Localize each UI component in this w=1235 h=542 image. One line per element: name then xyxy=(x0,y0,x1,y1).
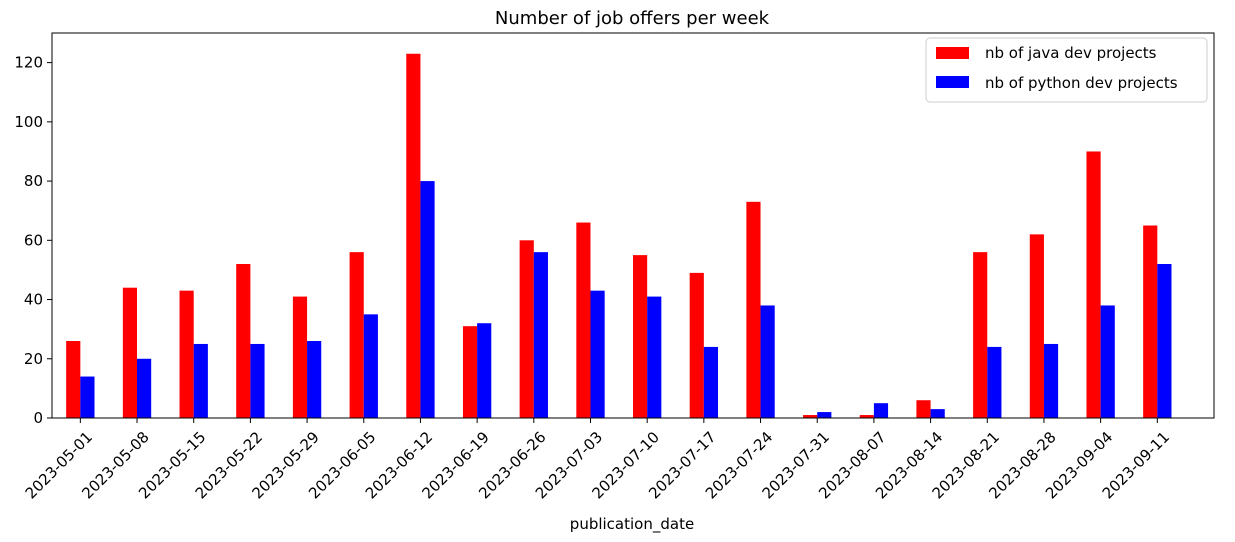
bar-java-2023-06-12 xyxy=(406,53,421,418)
bar-java-2023-08-21 xyxy=(973,252,988,418)
bar-java-2023-07-17 xyxy=(689,272,704,418)
bar-java-2023-08-14 xyxy=(916,400,931,418)
legend-swatch-java xyxy=(936,47,969,59)
bar-python-2023-08-28 xyxy=(1043,343,1059,418)
bar-python-2023-07-03 xyxy=(590,290,605,418)
bar-java-2023-07-31 xyxy=(803,415,818,418)
bar-java-2023-06-19 xyxy=(462,326,478,418)
bar-python-2023-05-29 xyxy=(307,341,322,418)
plot-frame xyxy=(51,32,1215,419)
bar-java-2023-07-03 xyxy=(576,222,591,418)
bar-java-2023-09-04 xyxy=(1086,151,1101,418)
bar-java-2023-07-24 xyxy=(746,201,761,418)
bar-python-2023-07-10 xyxy=(647,296,662,418)
bar-python-2023-07-31 xyxy=(817,412,832,418)
bar-python-2023-09-04 xyxy=(1100,305,1115,418)
bar-python-2023-06-05 xyxy=(363,314,378,418)
bar-java-2023-08-07 xyxy=(859,415,874,418)
bar-python-2023-05-01 xyxy=(80,376,95,418)
legend-box xyxy=(925,37,1208,103)
y-tick-label-20: 20 xyxy=(24,350,43,368)
bar-python-2023-09-11 xyxy=(1157,264,1172,418)
bar-python-2023-05-08 xyxy=(137,358,152,418)
y-tick-label-100: 100 xyxy=(14,113,43,131)
bar-java-2023-06-26 xyxy=(519,240,534,418)
bar-python-2023-06-12 xyxy=(420,181,435,418)
bar-python-2023-05-15 xyxy=(193,343,208,418)
bar-python-2023-05-22 xyxy=(250,343,265,418)
legend[interactable]: nb of java dev projects nb of python dev… xyxy=(925,37,1208,103)
bar-java-2023-09-11 xyxy=(1143,225,1158,418)
x-axis: 2023-05-012023-05-082023-05-152023-05-22… xyxy=(22,418,1173,502)
bar-python-2023-08-14 xyxy=(930,409,945,418)
bar-java-2023-05-01 xyxy=(66,341,81,418)
x-axis-title: publication_date xyxy=(570,515,694,534)
bar-java-2023-05-15 xyxy=(179,290,194,418)
legend-label-java: nb of java dev projects xyxy=(985,44,1157,62)
bar-python-2023-06-19 xyxy=(477,323,492,418)
bar-python-2023-07-17 xyxy=(703,346,719,418)
bar-python-2023-08-21 xyxy=(987,346,1002,418)
bars-layer xyxy=(66,53,1172,418)
bar-java-2023-05-08 xyxy=(122,287,138,418)
bar-java-2023-06-05 xyxy=(349,252,364,418)
bar-java-2023-05-22 xyxy=(236,264,251,418)
bar-python-2023-08-07 xyxy=(873,403,889,418)
chart-title: Number of job offers per week xyxy=(495,8,770,29)
y-tick-label-80: 80 xyxy=(24,172,43,190)
y-tick-label-0: 0 xyxy=(33,409,43,427)
bar-java-2023-07-10 xyxy=(633,255,648,418)
y-axis: 0 20 40 60 80 100 120 xyxy=(14,54,52,427)
y-tick-label-60: 60 xyxy=(24,231,43,249)
bar-python-2023-06-26 xyxy=(533,252,548,418)
bar-java-2023-05-29 xyxy=(292,296,308,418)
y-tick-label-120: 120 xyxy=(14,54,43,72)
bar-java-2023-08-28 xyxy=(1029,234,1044,418)
legend-swatch-python xyxy=(936,76,969,88)
bar-python-2023-07-24 xyxy=(760,305,775,418)
legend-label-python: nb of python dev projects xyxy=(985,74,1178,92)
y-tick-label-40: 40 xyxy=(24,291,43,309)
